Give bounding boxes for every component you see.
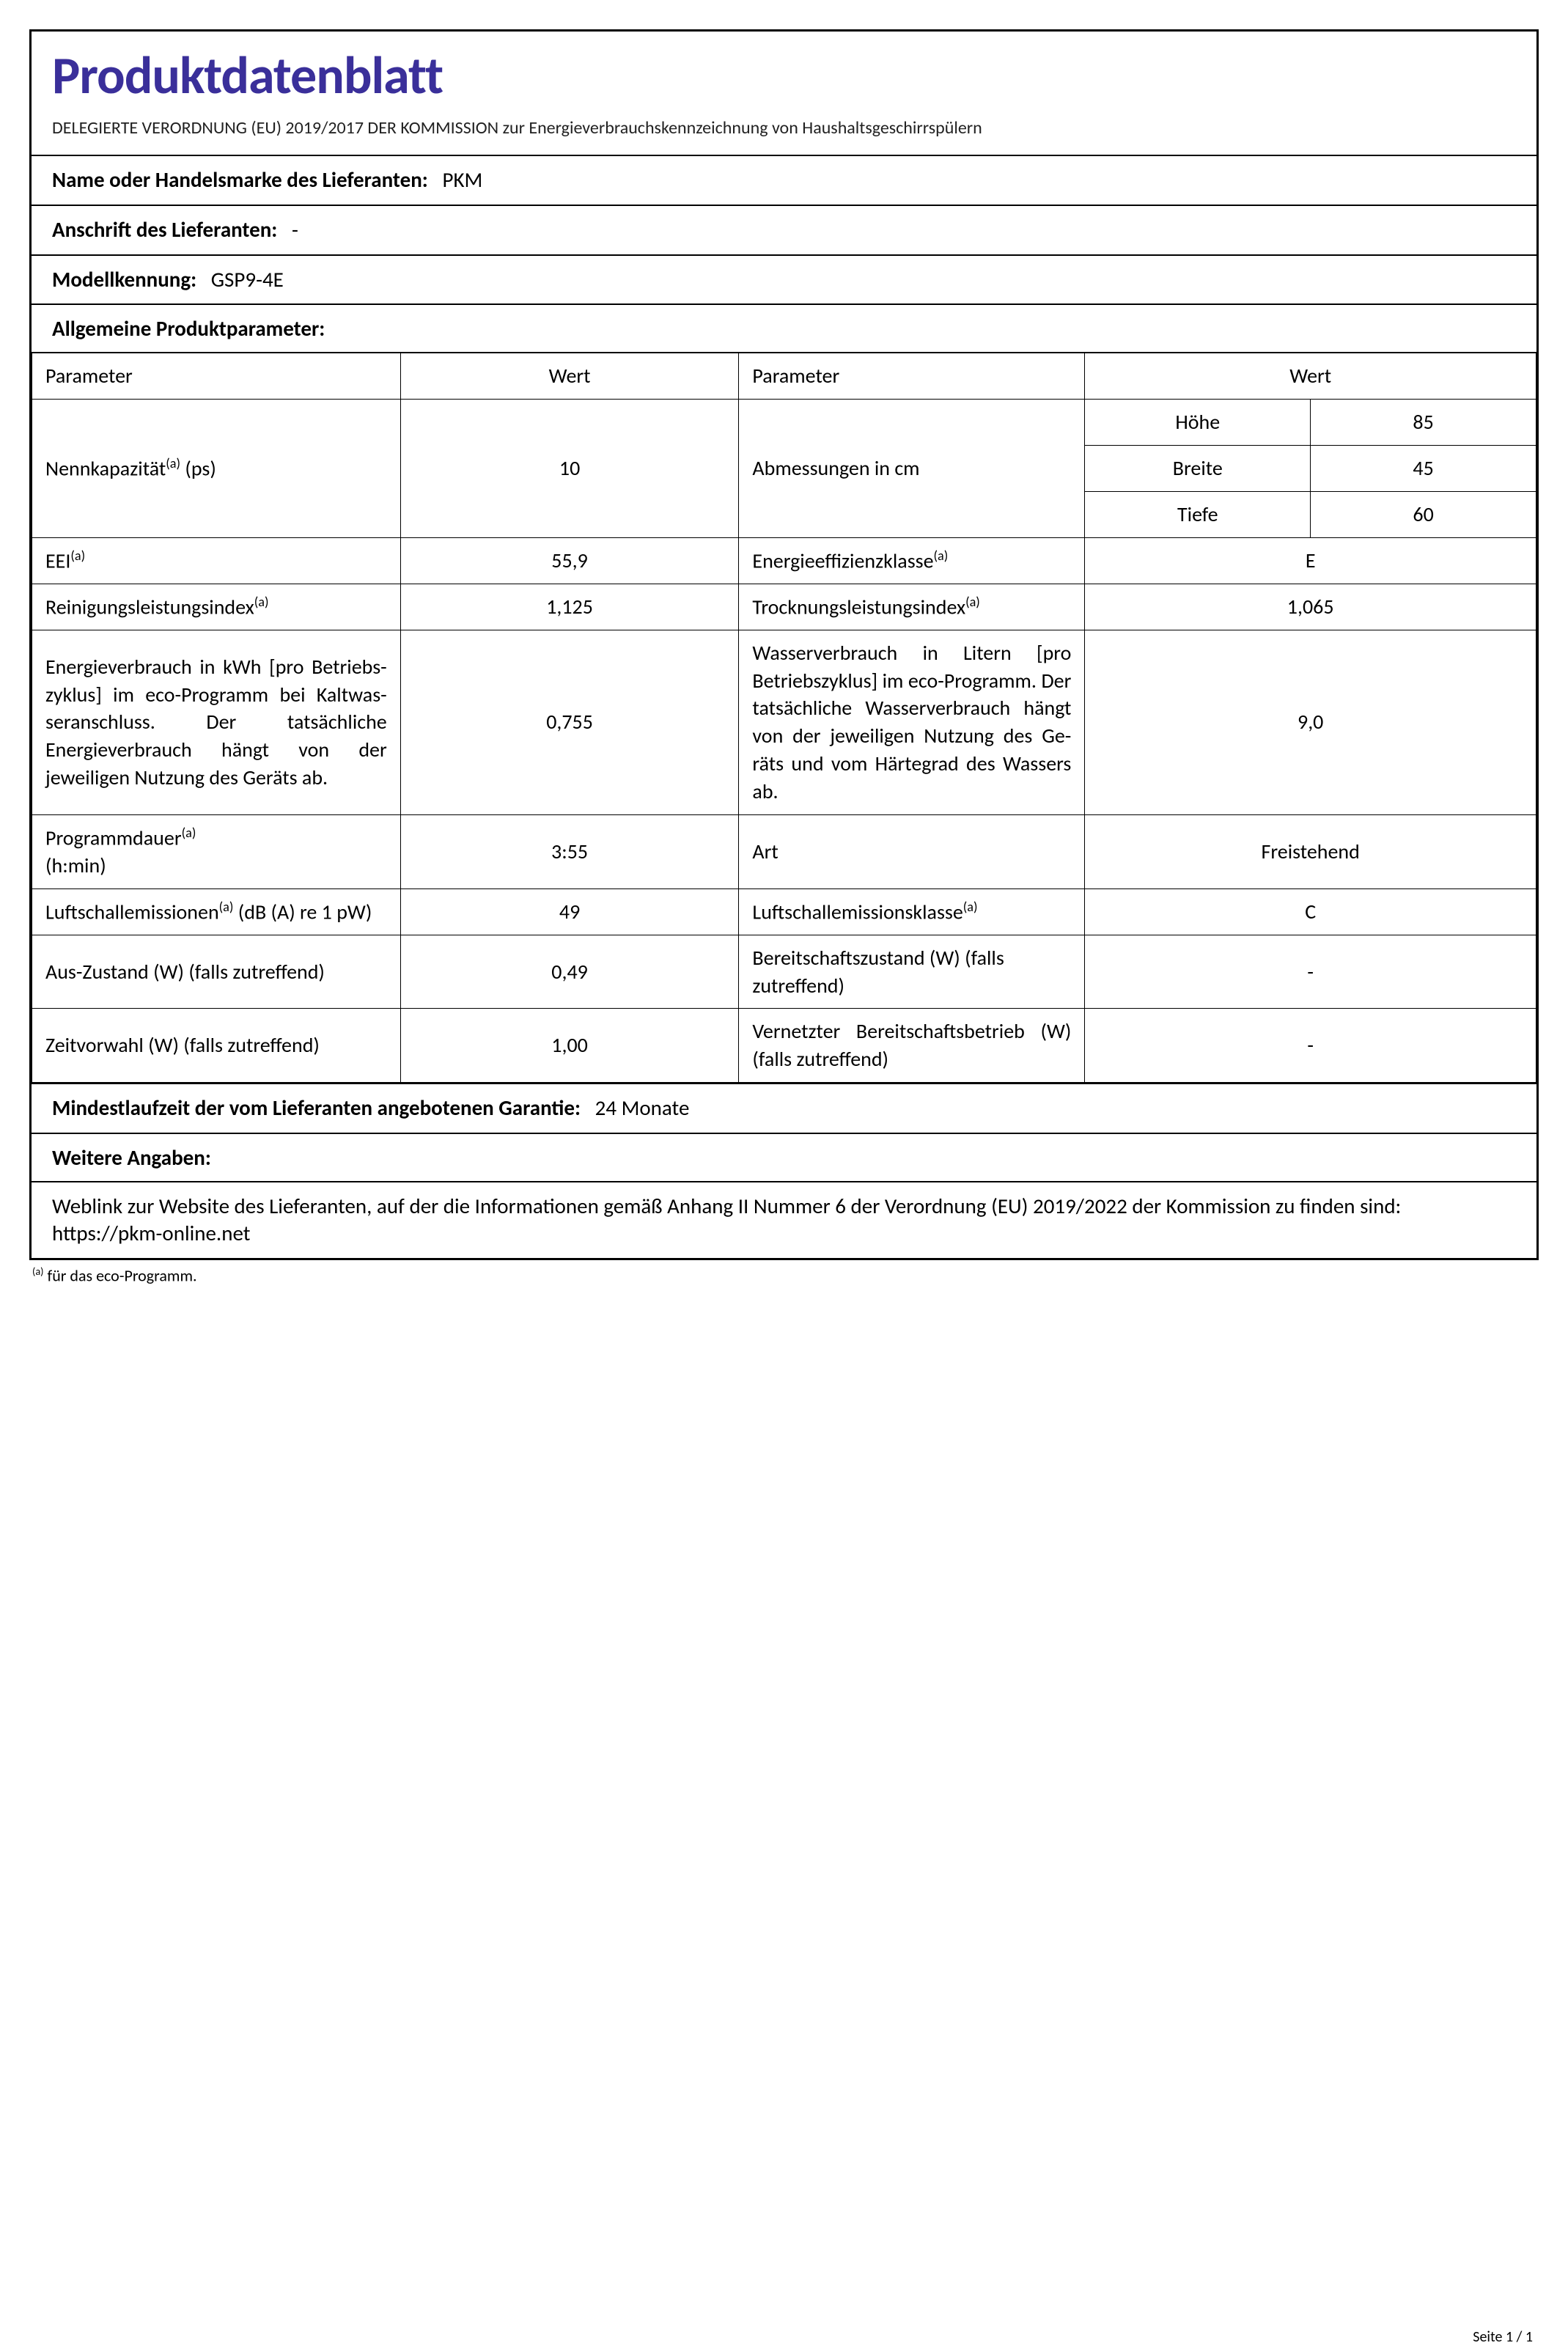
params-section-header: Allgemeine Produktparameter:: [32, 303, 1536, 352]
water-value: 9,0: [1085, 630, 1536, 814]
eei-value: 55,9: [400, 537, 739, 584]
eei-label: EEI(a): [32, 537, 401, 584]
table-row: Programmdauer(a) (h:min) 3:55 Art Freist…: [32, 814, 1536, 888]
page-number: Seite 1 / 1: [1473, 2328, 1533, 2346]
noiseclass-value: C: [1085, 888, 1536, 935]
further-info-header: Weitere Angaben:: [32, 1133, 1536, 1181]
standby-label: Bereitschaftszustand (W) (falls zutreffe…: [739, 935, 1085, 1009]
table-row: Nennkapazität(a) (ps) 10 Abmessungen in …: [32, 400, 1536, 446]
supplier-address-value: -: [282, 216, 298, 243]
dim-height-label: Höhe: [1085, 400, 1311, 446]
dim-width-value: 45: [1311, 446, 1536, 492]
table-row: EEI(a) 55,9 Energieeffizienzklas­se(a) E: [32, 537, 1536, 584]
table-row: Aus-Zustand (W) (falls zutreffend) 0,49 …: [32, 935, 1536, 1009]
drying-value: 1,065: [1085, 584, 1536, 630]
header-value2: Wert: [1085, 353, 1536, 399]
type-label: Art: [739, 814, 1085, 888]
effclass-label: Energieeffizienzklas­se(a): [739, 537, 1085, 584]
supplier-address-row: Anschrift des Lieferanten: -: [32, 205, 1536, 254]
warranty-label: Mindestlaufzeit der vom Lieferanten ange…: [52, 1094, 581, 1121]
noise-value: 49: [400, 888, 739, 935]
dim-width-label: Breite: [1085, 446, 1311, 492]
weblink-row: Weblink zur Website des Lieferanten, auf…: [32, 1181, 1536, 1258]
warranty-row: Mindestlaufzeit der vom Lieferanten ange…: [32, 1083, 1536, 1133]
water-label: Wasserverbrauch in Li­tern [pro Betriebs…: [739, 630, 1085, 814]
delay-value: 1,00: [400, 1009, 739, 1083]
supplier-name-label: Name oder Handelsmarke des Lieferanten:: [52, 166, 428, 193]
energy-label: Energieverbrauch in kWh [pro Betriebs­zy…: [32, 630, 401, 814]
cleaning-label: Reinigungsleistungsin­dex(a): [32, 584, 401, 630]
delay-label: Zeitvorwahl (W) (falls zutreffend): [32, 1009, 401, 1083]
effclass-value: E: [1085, 537, 1536, 584]
offstate-value: 0,49: [400, 935, 739, 1009]
supplier-name-value: PKM: [433, 166, 482, 193]
parameters-table: Parameter Wert Parameter Wert Nennkapazi…: [32, 352, 1536, 1082]
capacity-label: Nennkapazität(a) (ps): [32, 400, 401, 537]
cleaning-value: 1,125: [400, 584, 739, 630]
offstate-label: Aus-Zustand (W) (falls zutreffend): [32, 935, 401, 1009]
model-id-row: Modellkennung: GSP9-4E: [32, 254, 1536, 304]
table-header-row: Parameter Wert Parameter Wert: [32, 353, 1536, 399]
table-row: Luftschallemissio­nen(a) (dB (A) re 1 pW…: [32, 888, 1536, 935]
dim-depth-label: Tiefe: [1085, 491, 1311, 537]
footnote-marker: (a): [32, 1265, 44, 1278]
dim-depth-value: 60: [1311, 491, 1536, 537]
footnote-text: für das eco-Programm.: [44, 1265, 197, 1285]
dimensions-label: Abmessungen in cm: [739, 400, 1085, 537]
noise-label: Luftschallemissio­nen(a) (dB (A) re 1 pW…: [32, 888, 401, 935]
dim-height-value: 85: [1311, 400, 1536, 446]
header-value: Wert: [400, 353, 739, 399]
noiseclass-label: Luftschallemissions­klasse(a): [739, 888, 1085, 935]
duration-label: Programmdauer(a) (h:min): [32, 814, 401, 888]
title-section: Produktdatenblatt DELEGIERTE VERORDNUNG …: [32, 32, 1536, 155]
table-row: Energieverbrauch in kWh [pro Betriebs­zy…: [32, 630, 1536, 814]
document-subtitle: DELEGIERTE VERORDNUNG (EU) 2019/2017 DER…: [52, 117, 1369, 140]
document-title: Produktdatenblatt: [52, 43, 1516, 108]
supplier-name-row: Name oder Handelsmarke des Lieferanten: …: [32, 155, 1536, 205]
header-param2: Parameter: [739, 353, 1085, 399]
document-border: Produktdatenblatt DELEGIERTE VERORDNUNG …: [29, 29, 1539, 1260]
supplier-address-label: Anschrift des Lieferanten:: [52, 216, 277, 243]
energy-value: 0,755: [400, 630, 739, 814]
standby-value: -: [1085, 935, 1536, 1009]
networked-value: -: [1085, 1009, 1536, 1083]
table-row: Zeitvorwahl (W) (falls zutreffend) 1,00 …: [32, 1009, 1536, 1083]
drying-label: Trocknungsleistungs­index(a): [739, 584, 1085, 630]
duration-value: 3:55: [400, 814, 739, 888]
networked-label: Vernetzter Bereit­schaftsbetrieb (W) (fa…: [739, 1009, 1085, 1083]
table-row: Reinigungsleistungsin­dex(a) 1,125 Trock…: [32, 584, 1536, 630]
capacity-value: 10: [400, 400, 739, 537]
model-id-value: GSP9-4E: [202, 266, 284, 293]
page: Produktdatenblatt DELEGIERTE VERORDNUNG …: [29, 29, 1539, 2302]
footnote: (a) für das eco-Programm.: [29, 1260, 1539, 1285]
header-param: Parameter: [32, 353, 401, 399]
type-value: Freistehend: [1085, 814, 1536, 888]
model-id-label: Modellkennung:: [52, 266, 196, 293]
warranty-value: 24 Monate: [586, 1094, 690, 1121]
